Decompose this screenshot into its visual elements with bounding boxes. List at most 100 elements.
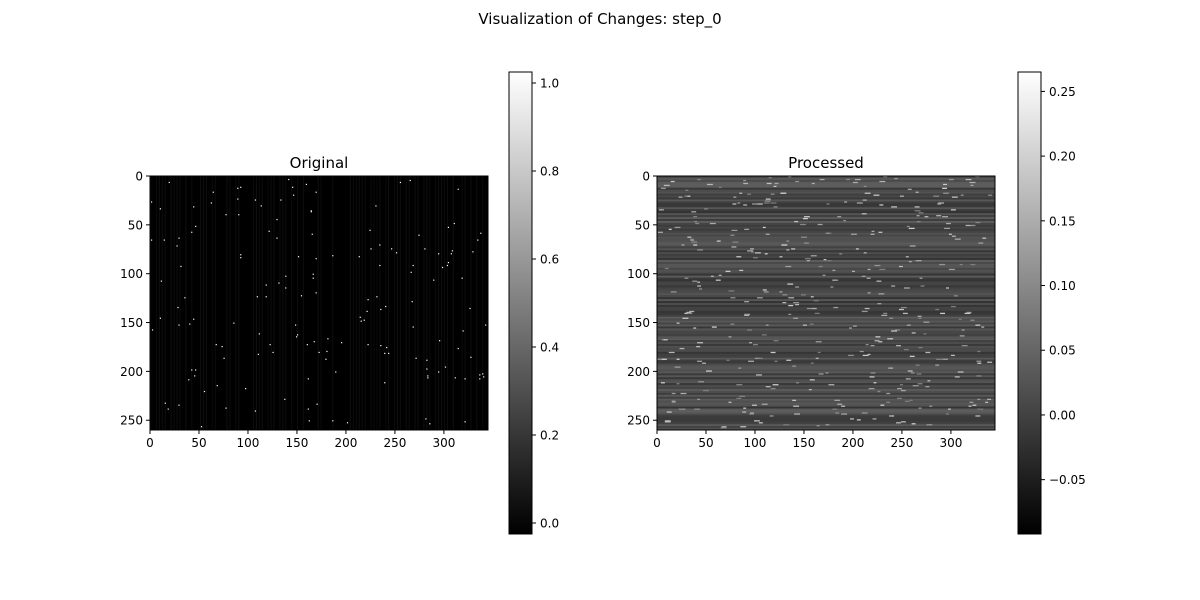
heatmap-cell <box>731 246 737 248</box>
heatmap-cell <box>469 307 471 310</box>
heatmap-cell <box>900 306 907 309</box>
heatmap-cell <box>189 323 191 325</box>
heatmap-cell <box>815 341 822 343</box>
heatmap-cell <box>843 219 847 222</box>
heatmap-cell <box>699 288 703 290</box>
heatmap-row <box>657 369 995 372</box>
heatmap-cell <box>690 239 695 241</box>
heatmap-cell <box>795 286 800 288</box>
heatmap-column <box>279 176 281 430</box>
heatmap-column <box>150 176 152 430</box>
heatmap-cell <box>705 370 712 372</box>
heatmap-cell <box>850 418 854 420</box>
heatmap-cell <box>738 367 742 369</box>
heatmap-cell <box>961 345 968 347</box>
heatmap-column <box>443 176 446 430</box>
heatmap-row <box>657 217 995 220</box>
heatmap-cell <box>763 202 770 204</box>
heatmap-cell <box>193 318 195 320</box>
heatmap-cell <box>720 427 727 429</box>
heatmap-cell <box>877 303 882 305</box>
heatmap-cell <box>150 239 153 241</box>
heatmap-cell <box>193 206 195 208</box>
heatmap-cell <box>694 408 701 410</box>
heatmap-column <box>464 176 466 430</box>
heatmap-cell <box>693 216 698 218</box>
heatmap-row <box>657 345 995 349</box>
heatmap-cell <box>379 264 381 267</box>
y-axis-processed: 0 50 100 150 200 250 <box>627 170 657 428</box>
heatmap-row <box>657 420 995 423</box>
heatmap-row <box>657 269 995 272</box>
heatmap-cell <box>915 364 920 366</box>
heatmap-cell <box>310 211 312 213</box>
heatmap-cell <box>758 422 763 424</box>
y-tick-label-processed: 200 <box>627 365 650 379</box>
heatmap-cell <box>425 418 427 420</box>
heatmap-cell <box>150 201 153 203</box>
heatmap-row <box>657 310 995 313</box>
heatmap-row <box>657 281 995 284</box>
heatmap-row <box>657 211 995 214</box>
heatmap-cell <box>903 287 910 289</box>
colorbar-tick-label-processed: 0.20 <box>1049 150 1076 164</box>
heatmap-cell <box>773 185 777 188</box>
heatmap-column <box>438 176 440 430</box>
heatmap-row <box>657 287 995 290</box>
heatmap-row <box>657 181 995 185</box>
heatmap-cell <box>715 279 721 281</box>
heatmap-cell <box>736 397 742 400</box>
heatmap-row <box>657 299 995 302</box>
heatmap-cell <box>464 378 466 380</box>
heatmap-row <box>657 379 995 382</box>
heatmap-cell <box>750 412 754 414</box>
heatmap-cell <box>878 293 885 295</box>
heatmap-cell <box>664 420 671 422</box>
heatmap-cell <box>335 371 337 373</box>
heatmap-cell <box>911 423 915 425</box>
heatmap-cell <box>415 357 417 359</box>
heatmap-cell <box>691 241 698 243</box>
heatmap-cell <box>947 408 951 410</box>
heatmap-cell <box>305 183 307 186</box>
heatmap-cell <box>879 268 886 271</box>
heatmap-row <box>657 207 995 210</box>
heatmap-cell <box>908 227 915 230</box>
heatmap-cell <box>953 295 958 297</box>
heatmap-row <box>657 351 995 354</box>
heatmap-cell <box>380 308 382 311</box>
heatmap-cell <box>438 253 440 255</box>
heatmap-cell <box>970 263 976 266</box>
heatmap-cell <box>848 354 854 357</box>
heatmap-cell <box>925 351 931 354</box>
heatmap-cell <box>785 265 792 268</box>
heatmap-cell <box>260 205 262 207</box>
heatmap-cell <box>920 285 925 287</box>
heatmap-row <box>657 385 995 388</box>
heatmap-cell <box>424 248 426 250</box>
heatmap-row <box>657 336 995 339</box>
heatmap-cell <box>718 274 722 276</box>
heatmap-row <box>657 340 995 343</box>
heatmap-cell <box>780 192 787 194</box>
heatmap-cell <box>825 372 829 374</box>
heatmap-cell <box>924 216 929 218</box>
heatmap-row <box>657 189 995 192</box>
heatmap-cell <box>731 229 738 232</box>
heatmap-row <box>657 328 995 331</box>
heatmap-cell <box>754 252 761 254</box>
heatmap-row <box>657 392 995 396</box>
heatmap-row <box>657 365 995 368</box>
heatmap-column <box>435 176 437 430</box>
heatmap-row <box>657 244 995 247</box>
heatmap-cell <box>412 326 414 328</box>
heatmap-cell <box>773 340 779 342</box>
heatmap-column <box>317 176 319 430</box>
heatmap-cell <box>178 237 180 239</box>
heatmap-cell <box>907 370 913 372</box>
heatmap-cell <box>907 188 912 190</box>
heatmap-cell <box>912 385 919 387</box>
heatmap-cell <box>977 408 984 410</box>
heatmap-row <box>657 377 995 380</box>
heatmap-cell <box>763 291 769 293</box>
